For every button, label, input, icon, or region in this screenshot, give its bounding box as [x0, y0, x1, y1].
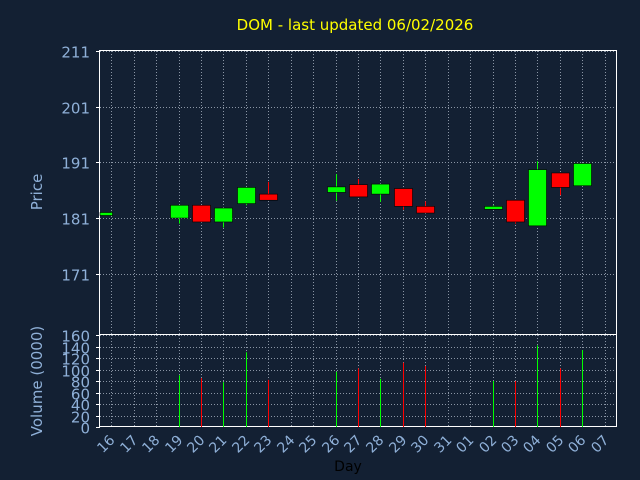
candle-body — [349, 184, 368, 198]
candle-body — [394, 188, 413, 207]
x-tick-label: 16 — [94, 432, 118, 456]
candle-body — [506, 199, 525, 223]
volume-axis-label: Volume (0000) — [28, 326, 46, 436]
x-tick-label: 06 — [565, 432, 589, 456]
volume-tick-label: 60 — [71, 386, 90, 404]
x-tick-label: 02 — [476, 433, 500, 457]
x-tick-label: 27 — [341, 433, 365, 457]
candle-body — [371, 183, 390, 195]
x-tick-label: 21 — [206, 433, 230, 457]
candle-body — [551, 172, 570, 188]
price-candles — [99, 161, 592, 228]
x-tick-label: 23 — [251, 433, 275, 457]
candle-body — [484, 206, 503, 210]
candle-body — [192, 204, 211, 223]
x-tick-label: 07 — [588, 433, 612, 457]
x-tick-label: 26 — [319, 432, 343, 456]
x-tick-label: 31 — [431, 433, 455, 457]
price-tick-label: 191 — [61, 155, 90, 173]
candle-body — [259, 193, 278, 201]
x-tick-label: 03 — [498, 433, 522, 457]
volume-tick-label: 140 — [61, 340, 90, 358]
price-y-axis: 211 201 191 181 171 160 — [61, 44, 100, 346]
candle-body — [528, 169, 547, 227]
candle-body — [170, 204, 189, 219]
x-axis-label: Day — [334, 459, 362, 475]
x-tick-label: 25 — [296, 433, 320, 457]
price-tick-label: 201 — [61, 100, 90, 118]
x-tick-label: 04 — [520, 432, 544, 456]
price-tick-label: 211 — [61, 44, 90, 62]
chart-title: DOM - last updated 06/02/2026 — [237, 16, 474, 34]
volume-tick-label: 100 — [61, 363, 90, 381]
volume-tick-label: 40 — [71, 397, 90, 415]
candle-body — [327, 186, 346, 193]
x-tick-label: 24 — [274, 432, 298, 456]
x-tick-label: 05 — [543, 433, 567, 457]
candle-body — [237, 187, 256, 204]
price-tick-label: 181 — [61, 211, 90, 229]
x-tick-label: 19 — [162, 433, 186, 457]
candle-body — [214, 207, 233, 223]
price-tick-label: 171 — [61, 267, 90, 285]
x-tick-label: 20 — [184, 433, 208, 457]
volume-tick-label: 20 — [71, 409, 90, 427]
x-tick-label: 29 — [386, 433, 410, 457]
x-tick-label: 22 — [229, 433, 253, 457]
x-tick-label: 18 — [139, 433, 163, 457]
candle-body — [416, 206, 435, 214]
x-tick-label: 01 — [453, 433, 477, 457]
x-tick-label: 30 — [408, 433, 432, 457]
candle-body — [99, 212, 113, 216]
price-tick-label: 160 — [61, 328, 90, 346]
x-tick-label: 17 — [117, 433, 141, 457]
volume-tick-label: 0 — [80, 420, 90, 438]
volume-bars — [179, 345, 583, 427]
price-axis-label: Price — [28, 174, 46, 211]
candle-body — [573, 163, 592, 187]
x-tick-label: 28 — [363, 433, 387, 457]
volume-tick-label: 120 — [61, 351, 90, 369]
volume-tick-label: 80 — [71, 374, 90, 392]
